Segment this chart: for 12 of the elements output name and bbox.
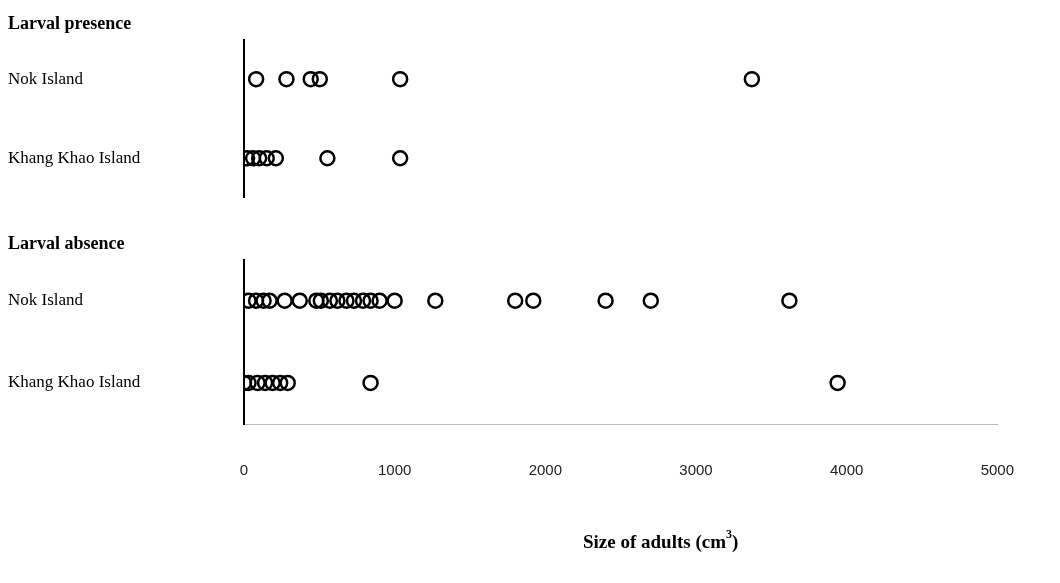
y-tick-label: Khang Khao Island [8,147,141,167]
y-tick-label: Nok Island [8,68,84,88]
x-tick-label: 4000 [829,461,864,479]
text: Larval presence [8,13,132,34]
x-tick-label: 3000 [679,461,713,479]
x-tick-label: 1000 [377,461,412,479]
x-tick-label: 2000 [528,461,563,479]
x-tick-label: 0 [239,461,249,479]
y-tick-label: Nok Island [8,290,84,310]
x-tick-label: 5000 [980,461,1014,479]
y-tick-label: Khang Khao Island [8,372,141,392]
text: Larval absence [8,233,125,254]
